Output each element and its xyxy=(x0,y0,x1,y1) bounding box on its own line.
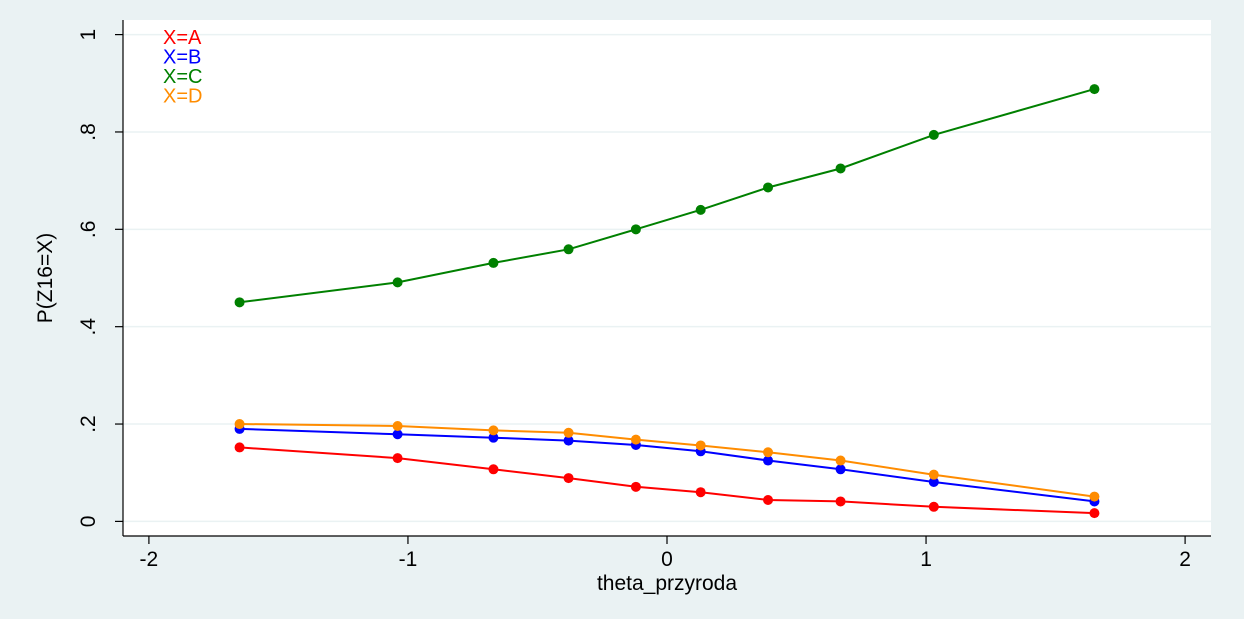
series-lines xyxy=(234,84,1100,519)
y-tick-label: .4 xyxy=(77,318,100,336)
data-point xyxy=(1089,84,1100,95)
legend-entry: X=C xyxy=(163,66,202,88)
data-point xyxy=(488,464,499,475)
data-point xyxy=(563,244,574,255)
data-point xyxy=(763,182,774,193)
x-tick-label: -2 xyxy=(140,548,159,571)
data-point xyxy=(763,455,774,466)
data-point xyxy=(928,501,939,512)
x-tick-label: 1 xyxy=(920,548,932,571)
x-tick-label: 0 xyxy=(661,548,673,571)
data-point xyxy=(630,481,641,492)
axes: 0 .2 .4 .6 .8 1 -2 -1 0 1 2 xyxy=(77,20,1211,571)
data-point xyxy=(928,469,939,480)
data-point xyxy=(488,257,499,268)
plot-area xyxy=(123,20,1211,536)
series-x-d xyxy=(234,419,1100,502)
legend-entry: X=D xyxy=(163,86,202,108)
data-point xyxy=(928,476,939,487)
legend-entry: X=B xyxy=(163,47,201,69)
data-point xyxy=(1089,491,1100,502)
x-tick-label: -1 xyxy=(399,548,418,571)
data-point xyxy=(488,425,499,436)
series-line xyxy=(239,446,1095,515)
series-line xyxy=(239,88,1095,304)
data-point xyxy=(392,420,403,431)
data-point xyxy=(835,163,846,174)
data-point xyxy=(563,435,574,446)
series-line xyxy=(239,427,1095,503)
y-tick-label: 0 xyxy=(77,516,100,528)
data-point xyxy=(392,277,403,288)
x-tick-label: 2 xyxy=(1179,548,1191,571)
data-point xyxy=(234,297,245,308)
data-point xyxy=(563,473,574,484)
data-point xyxy=(1089,508,1100,519)
y-tick-label: 1 xyxy=(77,29,100,41)
y-axis-title: P(Z16=X) xyxy=(34,233,57,323)
data-point xyxy=(928,129,939,140)
data-point xyxy=(695,440,706,451)
y-tick-label: .2 xyxy=(77,415,100,433)
data-point xyxy=(835,464,846,475)
data-point xyxy=(835,455,846,466)
data-point xyxy=(392,453,403,464)
data-point xyxy=(835,496,846,507)
data-point xyxy=(563,427,574,438)
series-x-c xyxy=(234,84,1100,308)
legend: X=AX=BX=CX=D xyxy=(163,27,202,108)
legend-entry: X=A xyxy=(163,27,202,49)
data-point xyxy=(763,494,774,505)
data-point xyxy=(488,432,499,443)
x-axis-title: theta_przyroda xyxy=(597,572,737,595)
series-x-a xyxy=(234,442,1100,519)
series-line xyxy=(239,423,1095,498)
data-point xyxy=(695,204,706,215)
data-point xyxy=(630,434,641,445)
data-point xyxy=(630,224,641,235)
data-point xyxy=(392,429,403,440)
data-point xyxy=(695,487,706,498)
data-point xyxy=(763,447,774,458)
data-point xyxy=(234,419,245,430)
data-point xyxy=(234,442,245,453)
y-tick-label: .8 xyxy=(77,123,100,141)
y-tick-label: .6 xyxy=(77,221,100,239)
